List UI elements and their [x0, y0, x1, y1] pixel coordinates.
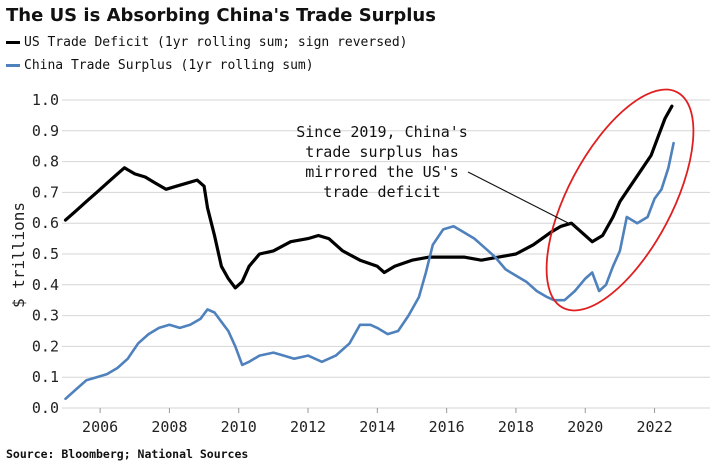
- legend-swatch-blue: [6, 64, 20, 67]
- y-tick-label: 0.2: [32, 337, 59, 355]
- annotation-line: trade surplus has: [305, 143, 459, 161]
- x-tick-label: 2018: [498, 418, 534, 436]
- y-tick-label: 0.0: [32, 399, 59, 417]
- chart-title: The US is Absorbing China's Trade Surplu…: [6, 5, 436, 26]
- annotation-line: trade deficit: [323, 183, 440, 201]
- x-tick-label: 2016: [429, 418, 465, 436]
- y-tick-label: 0.7: [32, 183, 59, 201]
- x-axis-ticks: 2006 2008 2010 2012 2014 2016 2018 2020 2022: [82, 408, 673, 436]
- y-tick-label: 0.8: [32, 153, 59, 171]
- legend-item-china-trade-surplus: China Trade Surplus (1yr rolling sum): [6, 58, 314, 73]
- x-tick-label: 2022: [636, 418, 672, 436]
- y-tick-label: 0.4: [32, 276, 59, 294]
- china-trade-surplus-line: [64, 141, 675, 401]
- annotation-arrow: [467, 171, 579, 229]
- gridlines: [62, 99, 710, 409]
- y-tick-label: 0.1: [32, 368, 59, 386]
- x-tick-label: 2014: [359, 418, 395, 436]
- y-tick-label: 0.6: [32, 214, 59, 232]
- y-axis-ticks: 0.0 0.1 0.2 0.3 0.4 0.5 0.6 0.7 0.8 0.9 1.0: [32, 91, 59, 417]
- annotation-text: Since 2019, China's trade surplus has mirr…: [296, 123, 468, 201]
- y-tick-label: 0.3: [32, 307, 59, 325]
- highlight-ellipse: [545, 88, 695, 312]
- x-tick-label: 2006: [82, 418, 118, 436]
- annotation-line: mirrored the US's: [305, 163, 459, 181]
- us-trade-deficit-line: [63, 104, 674, 290]
- legend-label-us: US Trade Deficit (1yr rolling sum; sign …: [24, 35, 408, 50]
- y-tick-label: 0.5: [32, 245, 59, 263]
- series-lines: [63, 104, 675, 401]
- legend-label-china: China Trade Surplus (1yr rolling sum): [24, 58, 314, 73]
- legend-swatch-black: [6, 41, 20, 44]
- x-tick-label: 2012: [290, 418, 326, 436]
- x-tick-label: 2020: [567, 418, 603, 436]
- y-axis-label: $ trillions: [9, 202, 28, 308]
- x-tick-label: 2008: [151, 418, 187, 436]
- annotation-line: Since 2019, China's: [296, 123, 468, 141]
- x-tick-label: 2010: [221, 418, 257, 436]
- y-tick-label: 1.0: [32, 91, 59, 109]
- legend-item-us-trade-deficit: US Trade Deficit (1yr rolling sum; sign …: [6, 35, 408, 50]
- y-tick-label: 0.9: [32, 122, 59, 140]
- source-note: Source: Bloomberg; National Sources: [6, 447, 249, 461]
